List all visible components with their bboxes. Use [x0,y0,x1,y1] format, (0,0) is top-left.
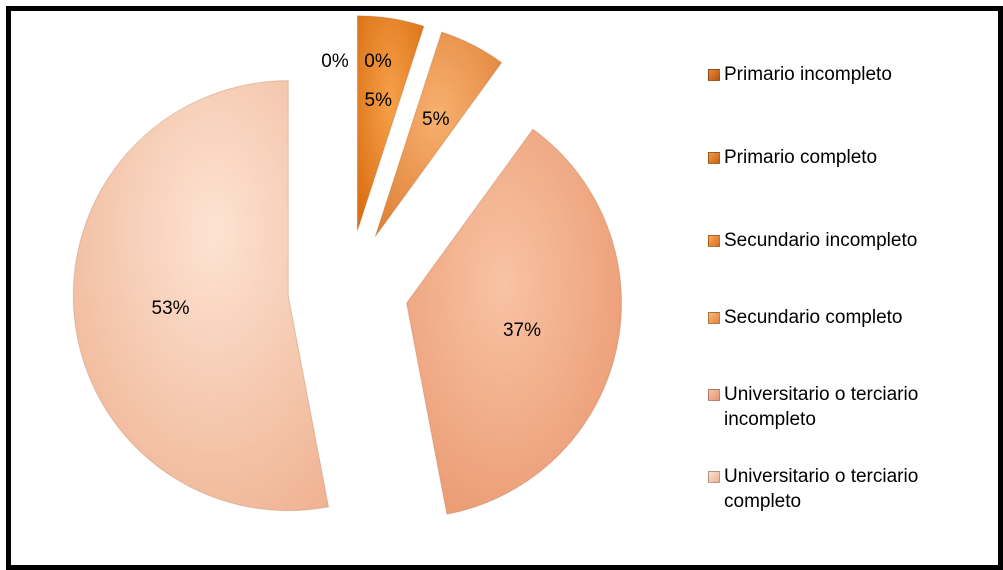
legend-label: Primario incompleto [724,64,892,85]
legend-swatch [708,235,720,247]
legend-swatch [708,389,720,401]
legend-swatch [708,69,720,81]
data-label-primario-completo: 0% [364,51,392,72]
legend-label: Secundario incompleto [724,230,918,251]
legend-swatch [708,312,720,324]
data-label-secundario-completo: 5% [422,109,450,130]
legend-item-universitario-incompleto: Universitario o terciario incompleto [708,382,988,432]
pie-slice-universitario-completo [72,80,330,512]
legend-item-universitario-completo: Universitario o terciario completo [708,464,988,514]
legend-label: Universitario o terciario completo [724,466,919,512]
legend-label: Secundario completo [724,307,903,328]
legend-label: Universitario o terciario incompleto [724,384,919,430]
legend-item-secundario-incompleto: Secundario incompleto [708,228,988,253]
legend-item-primario-completo: Primario completo [708,145,988,170]
legend-swatch [708,471,720,483]
legend-swatch [708,152,720,164]
data-label-secundario-incompleto: 5% [365,90,393,111]
data-label-universitario-completo: 53% [152,298,190,319]
legend-label: Primario completo [724,147,878,168]
pie-slice-secundario-incompleto [356,15,425,231]
pie-slice-universitario-incompleto [406,128,623,515]
data-label-universitario-incompleto: 37% [503,320,541,341]
legend-item-secundario-completo: Secundario completo [708,305,988,330]
data-label-primario-incompleto: 0% [321,51,349,72]
pie-slice-secundario-completo [374,31,503,237]
legend-item-primario-incompleto: Primario incompleto [708,62,988,87]
